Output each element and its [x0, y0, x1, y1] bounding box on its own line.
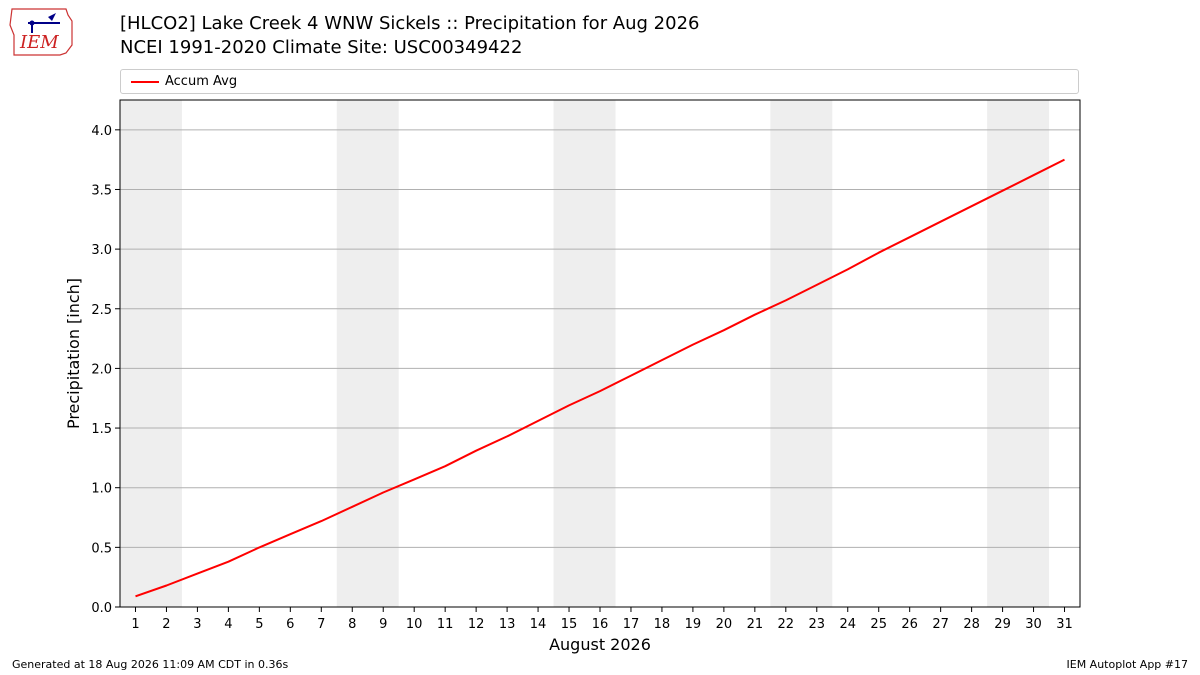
x-tick-label: 17: [623, 617, 640, 632]
x-tick-label: 10: [406, 617, 423, 632]
x-tick-label: 13: [499, 617, 516, 632]
weekend-band: [553, 100, 616, 607]
x-tick-label: 30: [1025, 617, 1042, 632]
y-tick-label: 3.0: [91, 243, 112, 258]
y-tick-label: 2.5: [91, 303, 112, 318]
y-tick-label: 3.5: [91, 183, 112, 198]
series-line-accum-avg: [135, 158, 1065, 598]
x-tick-label: 29: [994, 617, 1011, 632]
legend-swatch: [131, 81, 159, 83]
y-tick-label: 2.0: [91, 362, 112, 377]
x-tick-label: 22: [778, 617, 795, 632]
y-tick-label: 1.5: [91, 422, 112, 437]
x-axis-label: August 2026: [549, 635, 651, 654]
x-tick-label: 11: [437, 617, 454, 632]
legend: Accum Avg: [120, 69, 1079, 94]
logo-text: IEM: [19, 32, 59, 53]
x-tick-label: 16: [592, 617, 609, 632]
x-tick-label: 7: [317, 617, 325, 632]
x-tick-label: 6: [286, 617, 294, 632]
y-axis-label: Precipitation [inch]: [64, 278, 83, 429]
legend-label: Accum Avg: [165, 74, 238, 89]
x-tick-label: 21: [747, 617, 764, 632]
x-tick-label: 18: [654, 617, 671, 632]
x-tick-label: 2: [162, 617, 170, 632]
x-tick-label: 20: [716, 617, 733, 632]
x-tick-label: 8: [348, 617, 356, 632]
x-tick-label: 26: [901, 617, 918, 632]
x-tick-label: 12: [468, 617, 485, 632]
weekend-band: [987, 100, 1050, 607]
x-tick-label: 3: [193, 617, 201, 632]
x-tick-label: 28: [963, 617, 980, 632]
y-tick-label: 0.5: [91, 541, 112, 556]
x-tick-label: 27: [932, 617, 949, 632]
iem-logo: IEM: [9, 8, 73, 56]
y-tick-label: 0.0: [91, 601, 112, 616]
generated-timestamp: Generated at 18 Aug 2026 11:09 AM CDT in…: [12, 658, 289, 671]
weekend-band: [770, 100, 833, 607]
weekend-band: [120, 100, 182, 607]
weekend-band: [336, 100, 399, 607]
chart-subtitle: NCEI 1991-2020 Climate Site: USC00349422: [120, 37, 523, 58]
x-tick-label: 14: [530, 617, 547, 632]
x-tick-label: 25: [870, 617, 887, 632]
y-tick-label: 1.0: [91, 482, 112, 497]
x-tick-label: 23: [809, 617, 826, 632]
x-tick-label: 1: [131, 617, 139, 632]
x-tick-label: 31: [1056, 617, 1073, 632]
x-tick-label: 15: [561, 617, 578, 632]
x-tick-label: 5: [255, 617, 263, 632]
x-tick-label: 4: [224, 617, 232, 632]
x-tick-label: 24: [839, 617, 856, 632]
y-tick-label: 4.0: [91, 124, 112, 139]
x-tick-label: 19: [685, 617, 702, 632]
app-credit: IEM Autoplot App #17: [1066, 658, 1189, 671]
x-tick-label: 9: [379, 617, 387, 632]
chart-title: [HLCO2] Lake Creek 4 WNW Sickels :: Prec…: [120, 13, 700, 34]
